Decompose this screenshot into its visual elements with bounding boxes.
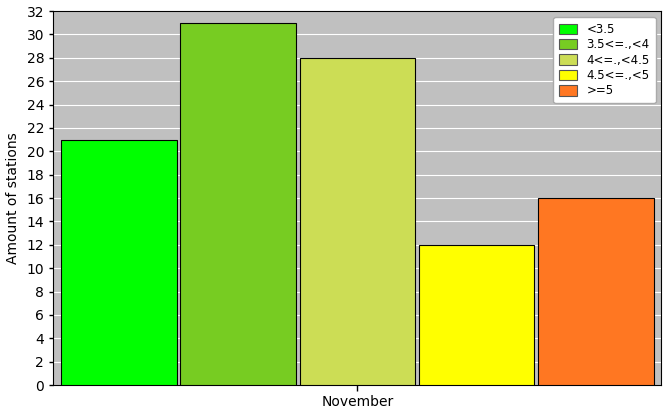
Bar <box>61 139 177 385</box>
Y-axis label: Amount of stations: Amount of stations <box>5 132 19 264</box>
Bar <box>538 198 654 385</box>
Bar <box>180 23 296 385</box>
Bar <box>419 245 534 385</box>
Bar <box>299 58 415 385</box>
Legend: <3.5, 3.5<=.,<4, 4<=.,<4.5, 4.5<=.,<5, >=5: <3.5, 3.5<=.,<4, 4<=.,<4.5, 4.5<=.,<5, >… <box>554 17 656 103</box>
